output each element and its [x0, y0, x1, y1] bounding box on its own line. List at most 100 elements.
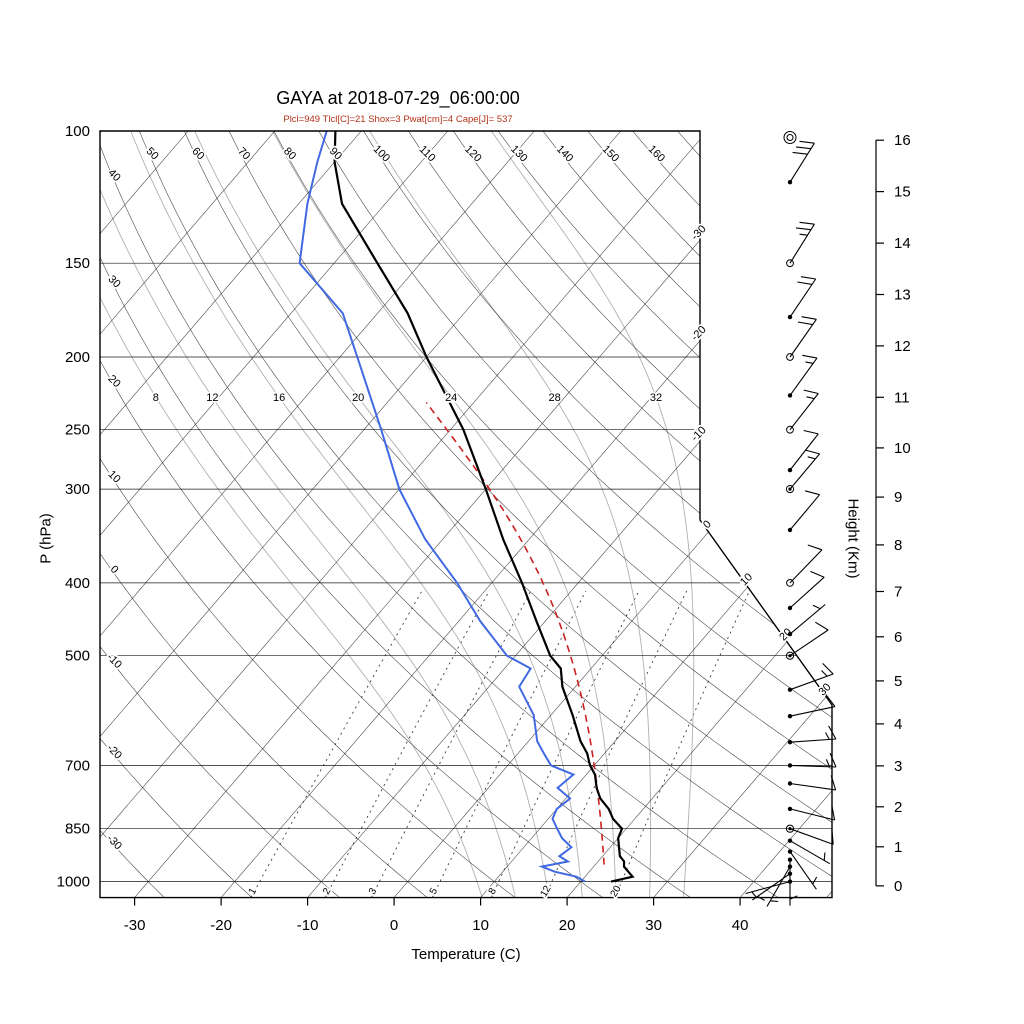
isotherm-line — [100, 131, 276, 898]
pressure-tick-label: 850 — [65, 821, 90, 838]
wind-barb — [786, 544, 823, 587]
isotherm-edge-label: -30 — [689, 223, 709, 243]
isotherm-line — [100, 131, 708, 898]
dry-adiabat-label: 40 — [106, 167, 123, 184]
height-tick-label: 13 — [894, 287, 911, 304]
height-tick-label: 6 — [894, 629, 902, 646]
wind-barb — [787, 775, 837, 791]
moist-adiabat-line — [194, 131, 583, 898]
temperature-tick-label: -10 — [297, 917, 319, 934]
isotherm-edge-label: -20 — [689, 324, 709, 344]
isotherm-line — [100, 131, 449, 898]
moist-adiabat-label: 8 — [153, 392, 159, 404]
dry-adiabat-label: 140 — [554, 143, 575, 164]
moist-adiabat-line — [100, 131, 516, 898]
dry-adiabat-line — [363, 131, 832, 898]
height-tick-label: 3 — [894, 758, 902, 775]
temperature-tick-label: 40 — [732, 917, 749, 934]
dry-adiabat-line — [100, 131, 165, 898]
temperature-axis-label: Temperature (C) — [411, 946, 521, 963]
wind-barb — [785, 449, 821, 494]
height-tick-label: 12 — [894, 338, 911, 355]
dry-adiabat-label: 30 — [106, 273, 123, 290]
height-tick-label: 2 — [894, 799, 902, 816]
isotherm-line — [393, 131, 832, 898]
moist-adiabat-label: 28 — [548, 392, 560, 404]
dry-adiabat-line — [100, 131, 691, 898]
moist-adiabat-line — [491, 131, 695, 898]
dry-adiabat-line — [453, 131, 832, 898]
dry-adiabat-label: 130 — [508, 143, 529, 164]
dry-adiabat-line — [100, 131, 779, 898]
wind-barb — [783, 131, 797, 144]
height-tick-label: 0 — [894, 878, 902, 895]
height-tick-label: 10 — [894, 440, 911, 457]
wind-barb — [786, 316, 817, 361]
dry-adiabat-line — [408, 131, 832, 898]
moist-adiabat-label: 24 — [445, 392, 457, 404]
moist-adiabat-label: 16 — [273, 392, 285, 404]
isotherm-edge-label: 30 — [817, 681, 834, 698]
wind-barb — [787, 805, 836, 821]
isotherm-line — [100, 131, 362, 898]
isotherm-line — [0, 131, 15, 898]
dry-adiabat-label: 120 — [462, 143, 483, 164]
wind-barb — [787, 604, 826, 637]
isotherm-line — [220, 131, 832, 898]
pressure-tick-label: 200 — [65, 349, 90, 366]
dry-adiabat-label: 50 — [144, 145, 161, 162]
dry-adiabat-label: 90 — [327, 145, 344, 162]
wind-barb — [786, 221, 815, 268]
isotherm-edge-label: -10 — [689, 424, 709, 444]
isotherm-line — [100, 131, 535, 898]
isotherm-line — [100, 131, 103, 898]
pressure-tick-label: 300 — [65, 481, 90, 498]
wind-barb — [766, 864, 793, 907]
mixing-ratio-label: 2 — [321, 886, 334, 897]
dry-adiabat-label: -10 — [104, 651, 124, 671]
moist-adiabat-label: 12 — [206, 392, 218, 404]
wind-barb — [787, 276, 817, 320]
isotherm-line — [653, 131, 832, 898]
dewpoint-curve — [298, 131, 586, 883]
isotherm-line — [134, 131, 795, 898]
dry-adiabat-line — [100, 131, 340, 898]
pressure-tick-label: 700 — [65, 757, 90, 774]
dry-adiabat-line — [677, 131, 832, 898]
temperature-tick-label: 20 — [559, 917, 576, 934]
moist-adiabat-line — [130, 131, 550, 898]
dry-adiabat-line — [228, 131, 832, 898]
mixing-ratio-line — [614, 590, 750, 898]
height-tick-label: 16 — [894, 132, 911, 149]
chart-title: GAYA at 2018-07-29_06:00:00 — [276, 88, 520, 108]
dry-adiabat-label: 150 — [600, 143, 621, 164]
mixing-ratio-label: 8 — [487, 886, 500, 897]
height-tick-label: 11 — [894, 389, 910, 406]
height-tick-label: 4 — [894, 716, 902, 733]
dry-adiabat-line — [100, 131, 516, 898]
isotherm-edge-label: 0 — [701, 518, 714, 531]
wind-barb — [787, 849, 818, 890]
wind-barb — [787, 838, 831, 865]
wind-barb — [785, 824, 834, 845]
dry-adiabat-label: -20 — [104, 742, 124, 762]
moist-adiabat-line — [369, 131, 652, 898]
wind-barb — [787, 429, 819, 473]
dry-adiabat-line — [184, 131, 832, 898]
moist-adiabat-label: 20 — [352, 392, 364, 404]
dry-adiabat-line — [542, 131, 832, 898]
height-tick-label: 5 — [894, 673, 902, 690]
pressure-tick-label: 250 — [65, 422, 90, 439]
pressure-tick-label: 100 — [65, 123, 90, 140]
height-tick-label: 8 — [894, 537, 902, 554]
temperature-tick-label: -30 — [124, 917, 146, 934]
temperature-tick-label: 10 — [472, 917, 489, 934]
wind-barb — [787, 725, 837, 745]
moist-adiabat-line — [100, 131, 483, 898]
pressure-tick-label: 150 — [65, 255, 90, 272]
dry-adiabat-label: 80 — [281, 145, 298, 162]
mixing-ratio-line — [431, 590, 587, 898]
isotherm-line — [307, 131, 832, 898]
